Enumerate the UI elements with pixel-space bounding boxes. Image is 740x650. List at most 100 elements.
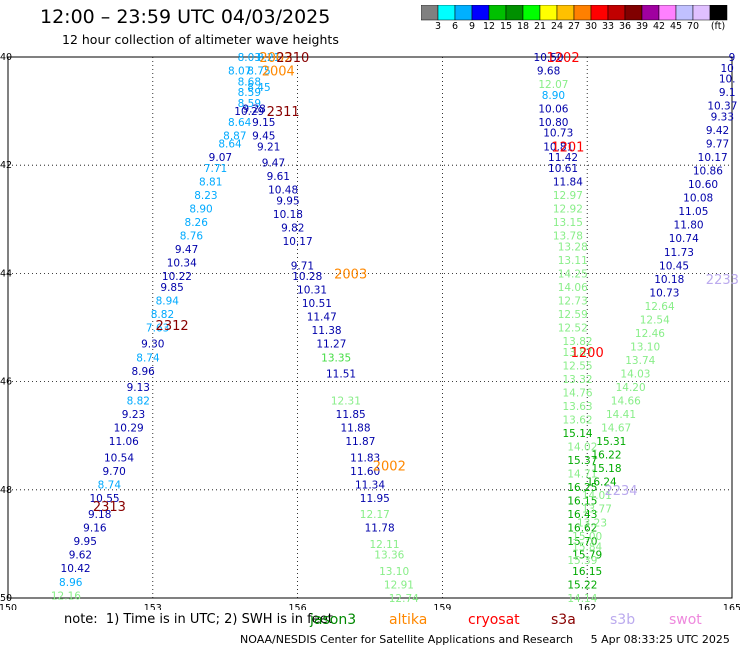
- wave-height-value: 9.71: [291, 260, 314, 272]
- wave-height-value: 9.07: [209, 152, 232, 164]
- wave-height-value: 9.95: [74, 536, 97, 548]
- legend-item-s3b: s3b: [610, 612, 636, 628]
- wave-height-value: 13.63: [563, 401, 593, 413]
- wave-height-value: 10.22: [162, 271, 192, 283]
- wave-height-value: 9.21: [257, 141, 280, 153]
- wave-height-value: 11.34: [355, 479, 385, 491]
- colorbar-label: 36: [618, 21, 632, 32]
- wave-height-value: 10.61: [548, 163, 578, 175]
- pass-time-label: 2310: [276, 51, 309, 66]
- wave-height-value: 10.18: [273, 209, 303, 221]
- wave-height-value: 8.68: [238, 76, 261, 88]
- colorbar-label: 39: [635, 21, 649, 32]
- wave-height-value: 8.45: [247, 82, 270, 94]
- wave-height-value: 10.17: [698, 152, 728, 164]
- wave-height-value: 10: [720, 63, 733, 75]
- wave-height-value: 8.74: [98, 479, 122, 491]
- colorbar-label: 9: [468, 21, 476, 32]
- footer-credit: NOAA/NESDIS Center for Satellite Applica…: [240, 633, 730, 646]
- pass-time-label: 2313: [93, 500, 126, 515]
- wave-height-value: 13.77: [582, 504, 612, 516]
- wave-height-value: 11.05: [678, 206, 708, 218]
- wave-height-value: 13.32: [563, 374, 593, 386]
- wave-height-value: 10.: [719, 74, 736, 86]
- pass-time-label: 2003: [334, 267, 367, 282]
- wave-height-value: 12.31: [331, 396, 361, 408]
- wave-height-value: 15.22: [567, 579, 597, 591]
- wave-height-value: 9.82: [281, 222, 304, 234]
- wave-height-value: 12.73: [558, 295, 588, 307]
- wave-height-value: 10.51: [302, 298, 332, 310]
- wave-height-value: 10.50: [534, 52, 564, 64]
- colorbar-label: 24: [550, 21, 564, 32]
- wave-height-value: 10.74: [669, 233, 699, 245]
- page-subtitle: 12 hour collection of altimeter wave hei…: [62, 32, 339, 47]
- lon-tick-label: 156: [289, 603, 307, 610]
- wave-height-value: 14.03: [620, 368, 650, 380]
- wave-height-value: 11.83: [350, 452, 380, 464]
- lat-tick-label: 40: [0, 52, 12, 63]
- wave-height-value: 14.71: [567, 469, 597, 481]
- wave-height-value: 10.73: [649, 287, 679, 299]
- wave-height-value: 10.34: [167, 258, 197, 270]
- wave-height-value: 10.42: [61, 563, 91, 575]
- wave-height-value: 13.87: [563, 347, 593, 359]
- pass-time-label: 2312: [156, 319, 189, 334]
- wave-height-value: 13.10: [379, 566, 409, 578]
- map-frame: [7, 56, 733, 599]
- wave-height-value: 14.20: [616, 382, 646, 394]
- wave-height-value: 16.43: [567, 509, 597, 521]
- colorbar-label: (ft): [710, 21, 726, 32]
- wave-height-value: 12.55: [563, 360, 593, 372]
- wave-height-value: 9.23: [122, 409, 145, 421]
- page-title: 12:00 – 23:59 UTC 04/03/2025: [40, 6, 331, 28]
- colorbar-label: 42: [652, 21, 666, 32]
- colorbar-labels: 3 6 9 12 15 18 21 24 27 30 33 36 39 42 45 70 (ft): [421, 21, 740, 35]
- wave-height-value: 10.17: [283, 236, 313, 248]
- lon-tick-label: 162: [578, 603, 596, 610]
- wave-height-value: 11.47: [307, 312, 337, 324]
- wave-height-value: 13.82: [563, 336, 593, 348]
- wave-height-value: 8.87: [223, 130, 246, 142]
- colorbar-label: 6: [451, 21, 459, 32]
- wave-height-value: 8.94: [156, 295, 180, 307]
- wave-height-value: 14.01: [582, 490, 612, 502]
- wave-height-value: 12.07: [538, 79, 568, 91]
- wave-height-value: 13.62: [563, 414, 593, 426]
- wave-height-value: 8.74: [136, 352, 160, 364]
- colorbar-label: 33: [601, 21, 615, 32]
- wave-height-value: 11.85: [336, 409, 366, 421]
- wave-height-value: 10.31: [297, 285, 327, 297]
- wave-height-value: 13.36: [374, 550, 404, 562]
- wave-height-value: 14.41: [606, 409, 636, 421]
- wave-height-value: 11.06: [109, 436, 139, 448]
- wave-height-value: 16.25: [567, 482, 597, 494]
- legend-item-cryosat: cryosat: [468, 612, 520, 628]
- wave-height-value: 8.59: [238, 87, 261, 99]
- wave-height-value: 16.24: [587, 477, 617, 489]
- wave-height-value: 10.08: [683, 193, 713, 205]
- wave-height-value: 9.47: [175, 244, 198, 256]
- wave-height-value: 9.85: [160, 282, 183, 294]
- wave-height-value: 12.91: [384, 579, 414, 591]
- wave-height-value: 13.35: [321, 352, 351, 364]
- colorbar-label: 3: [434, 21, 442, 32]
- wave-height-value: 8.03: [238, 52, 261, 64]
- wave-height-value: 8.21: [257, 52, 280, 64]
- wave-height-value: 8.75: [247, 66, 270, 78]
- colorbar: [421, 5, 728, 21]
- wave-height-value: 8.76: [180, 231, 204, 243]
- pass-time-label: 2004: [262, 65, 295, 80]
- wave-height-value: 10.18: [654, 274, 684, 286]
- wave-height-value: 10.37: [707, 101, 737, 113]
- wave-height-value: 14.66: [611, 396, 641, 408]
- wave-height-value: 10.60: [688, 179, 718, 191]
- wave-height-value: 7.71: [204, 163, 227, 175]
- wave-height-value: 13.78: [553, 231, 583, 243]
- wave-height-value: 10.45: [659, 260, 689, 272]
- wave-height-value: 9.68: [537, 66, 560, 78]
- wave-height-value: 9.42: [706, 125, 729, 137]
- wave-height-value: 12.97: [553, 190, 583, 202]
- wave-height-value: 10.86: [693, 166, 723, 178]
- wave-height-value: 11.84: [553, 176, 583, 188]
